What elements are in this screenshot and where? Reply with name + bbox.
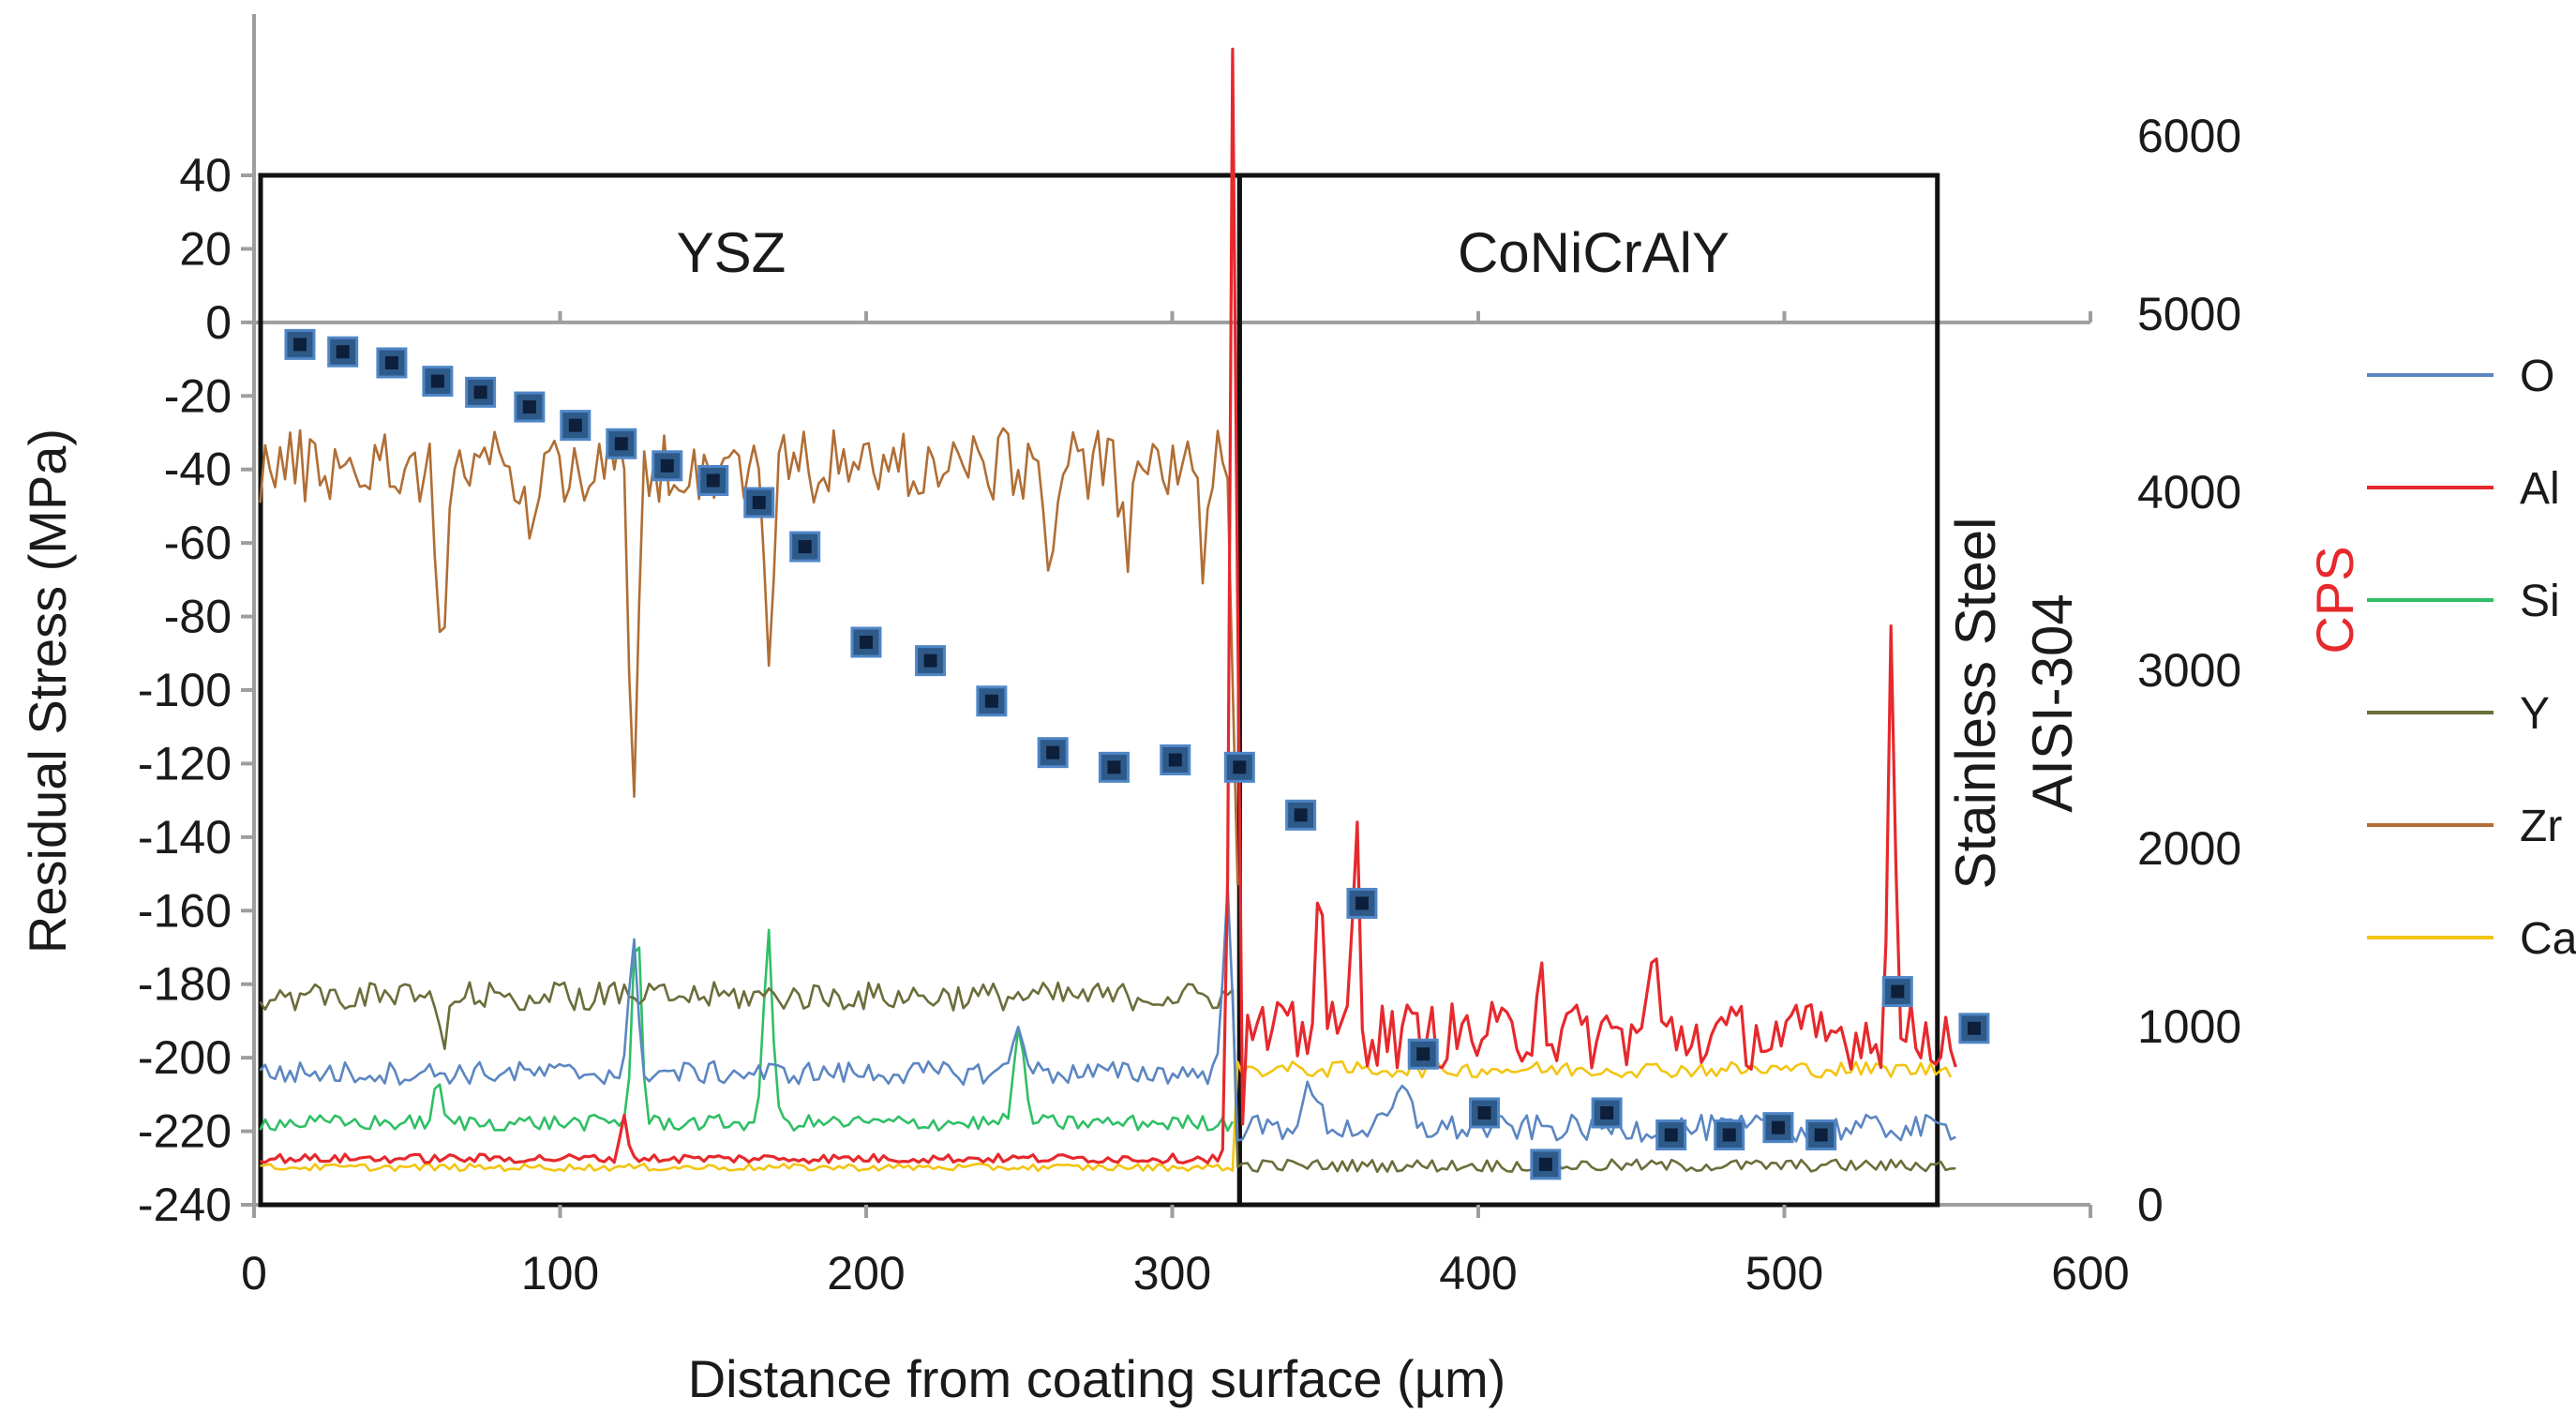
y-right-tick-label: 0	[2137, 1179, 2164, 1231]
y-left-tick-label: -240	[138, 1179, 232, 1231]
legend-label-si: Si	[2520, 577, 2560, 626]
stress-point	[1762, 1112, 1794, 1144]
stress-point-core	[1891, 984, 1905, 999]
residual-stress-series	[284, 328, 1990, 1180]
y-left-tick-label: -180	[138, 958, 232, 1011]
y-left-tick-label: 40	[179, 149, 232, 202]
stress-point	[1881, 976, 1913, 1008]
y-right-tick-label: 3000	[2137, 644, 2241, 697]
region-box-ysz	[258, 173, 1242, 1208]
y-left-tick-label: -80	[164, 591, 232, 643]
y-left-tick-label: -160	[138, 884, 232, 937]
stress-point-core	[1664, 1128, 1678, 1142]
stress-point-core	[706, 473, 720, 488]
y-right-tick-label: 4000	[2137, 466, 2241, 518]
stress-point	[789, 531, 821, 563]
stress-point-core	[522, 400, 536, 414]
legend-label-y: Y	[2520, 689, 2550, 739]
cps-series-zr-line	[259, 427, 1239, 886]
stress-point-core	[1294, 808, 1308, 822]
stress-point-core	[660, 458, 674, 473]
stress-point-core	[752, 496, 766, 510]
y-left-tick-label: -100	[138, 664, 232, 716]
stress-point-core	[336, 345, 350, 359]
y-left-tick-label: -120	[138, 737, 232, 789]
y-right-tick-label: 1000	[2137, 1000, 2241, 1053]
stress-point-core	[1967, 1021, 1981, 1035]
y-left-tick-label: -20	[164, 369, 232, 422]
stress-point-core	[292, 338, 307, 352]
stress-point-core	[1107, 760, 1121, 774]
region-label-ysz: YSZ	[677, 221, 786, 284]
stress-point-core	[1538, 1157, 1552, 1171]
stress-point	[976, 685, 1008, 717]
cps-series-al-line	[260, 47, 1957, 1164]
stress-point-core	[1416, 1047, 1430, 1061]
x-tick-label: 500	[1745, 1247, 1823, 1299]
y-left-tick-label: 0	[205, 296, 232, 349]
y-right-tick-label: 5000	[2137, 288, 2241, 340]
y-left-tick-label: -40	[164, 443, 232, 496]
legend-label-ca: Ca	[2520, 914, 2576, 964]
stress-point	[1469, 1097, 1501, 1129]
x-tick-label: 400	[1439, 1247, 1517, 1299]
legend-label-zr: Zr	[2520, 802, 2562, 851]
stress-point-core	[923, 653, 937, 668]
stress-point-core	[430, 374, 444, 388]
substrate-label-line1: Stainless Steel	[1944, 518, 2007, 890]
stress-point-core	[614, 437, 628, 451]
x-tick-label: 100	[521, 1247, 599, 1299]
stress-point-core	[384, 355, 398, 369]
stress-point-core	[1814, 1128, 1828, 1142]
cps-series-y-line	[259, 981, 1956, 1174]
stress-point	[606, 428, 637, 459]
stress-point	[514, 391, 546, 423]
stress-point-core	[984, 694, 998, 708]
stress-point-core	[1771, 1120, 1785, 1134]
y-left-tick-label: -220	[138, 1105, 232, 1158]
axis-ticks: 0 100 200 300 400 500 60040200-20-40-60-80-100…	[138, 110, 2241, 1299]
stress-point-core	[860, 636, 873, 650]
stress-point-core	[1046, 745, 1060, 759]
stress-point-core	[1477, 1105, 1491, 1119]
y-right-tick-label: 2000	[2137, 822, 2241, 875]
stress-point-core	[1600, 1105, 1614, 1119]
legend-label-al: Al	[2520, 464, 2560, 514]
y-left-tick-label: -140	[138, 811, 232, 864]
stress-point-core	[1233, 760, 1247, 774]
x-axis-title: Distance from coating surface (µm)	[688, 1349, 1506, 1408]
stress-point-core	[1355, 896, 1369, 910]
stress-point	[1591, 1097, 1623, 1129]
stress-point-core	[568, 418, 582, 432]
y-left-tick-label: -60	[164, 517, 232, 569]
stress-point-core	[1722, 1128, 1736, 1142]
legend-label-o: O	[2520, 352, 2554, 401]
cps-series-o-line	[259, 884, 1956, 1143]
region-label-conicraly: CoNiCrAlY	[1458, 221, 1730, 284]
region-box-conicraly	[1236, 173, 1940, 1208]
cps-series-group	[259, 47, 1957, 1174]
y-right-axis-title: CPS	[2305, 546, 2364, 653]
x-tick-label: 300	[1133, 1247, 1211, 1299]
x-tick-label: 200	[827, 1247, 905, 1299]
substrate-label-line2: AISI-304	[2021, 593, 2084, 812]
stress-point	[1285, 799, 1317, 831]
y-left-tick-label: -200	[138, 1031, 232, 1084]
y-left-tick-label: 20	[179, 222, 232, 275]
stress-point	[850, 626, 882, 658]
stress-point-core	[1168, 753, 1182, 767]
cps-series-ca-line	[260, 1059, 1953, 1173]
stress-point	[1530, 1149, 1562, 1180]
cps-series-si-line	[259, 928, 1235, 1133]
stress-point-core	[798, 540, 812, 554]
y-right-tick-label: 6000	[2137, 110, 2241, 162]
x-tick-label: 600	[2051, 1247, 2129, 1299]
x-tick-label: 0	[241, 1247, 267, 1299]
legend: O Al Si Y Zr Ca	[2367, 352, 2576, 964]
stress-point-core	[473, 385, 487, 399]
y-left-axis-title: Residual Stress (MPa)	[18, 428, 77, 954]
